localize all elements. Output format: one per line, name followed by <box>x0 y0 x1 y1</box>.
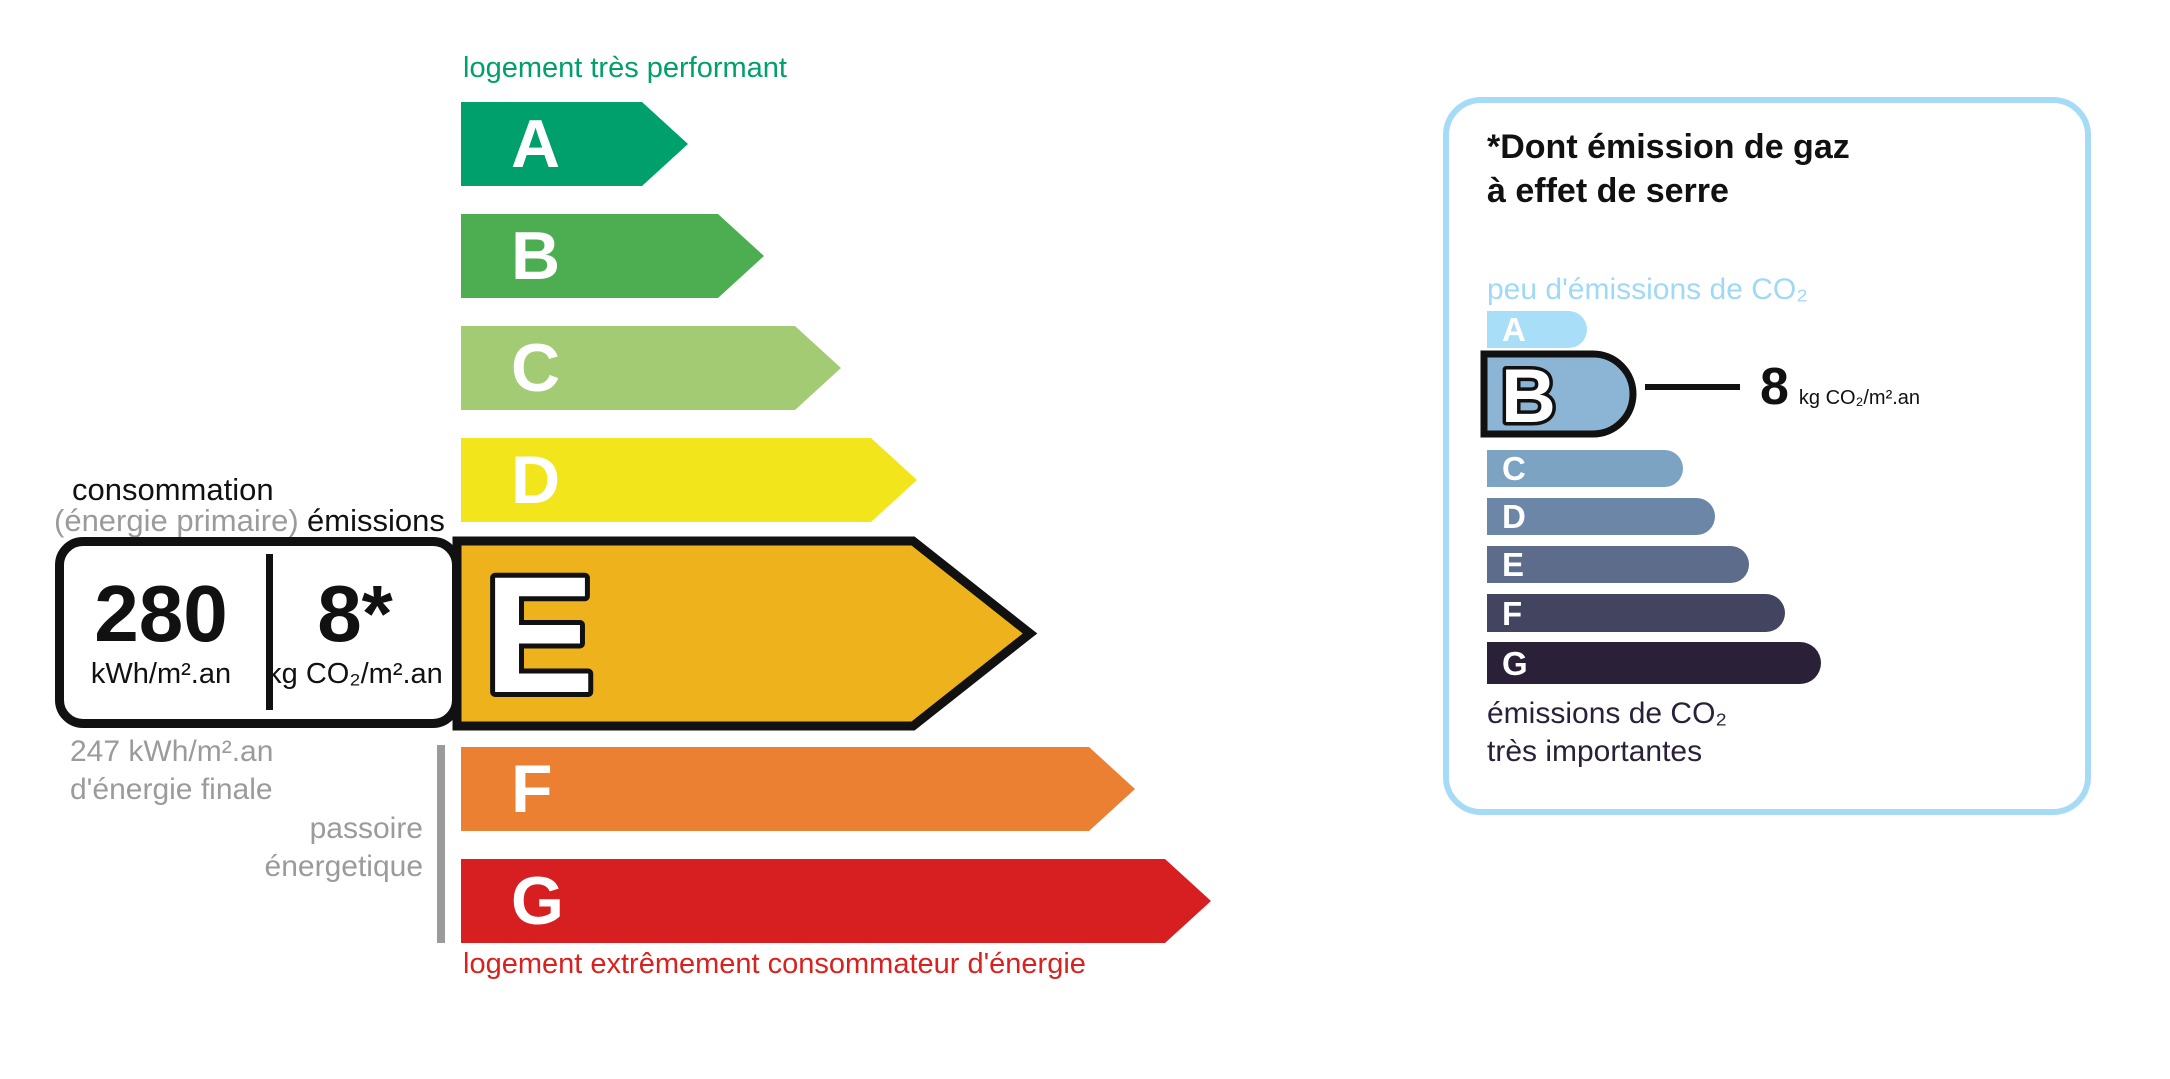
co2-class-b-letter: B <box>1501 354 1556 439</box>
co2-class-g-letter: G <box>1502 644 1528 682</box>
co2-emissions-panel: *Dont émission de gaz à effet de serre p… <box>1443 97 2091 815</box>
energy-class-e-arrow-selected: E <box>452 536 1037 731</box>
co2-bottom-annotation: émissions de CO₂ très importantes <box>1487 695 1727 771</box>
co2-class-e-letter: E <box>1502 546 1525 583</box>
energy-class-a-arrow: A <box>461 102 688 186</box>
consumption-value: 280 <box>94 569 228 658</box>
rating-value-box: 280 kWh/m².an 8* kg CO₂/m².an <box>55 537 461 728</box>
co2-class-c-letter: C <box>1502 450 1526 487</box>
consumption-label: consommation <box>72 472 274 507</box>
energy-class-f-letter: F <box>511 751 553 827</box>
co2-class-c-bar: C <box>1487 450 1683 487</box>
sieve-line1: passoire <box>309 812 423 845</box>
final-energy-line2: d'énergie finale <box>70 773 273 806</box>
co2-panel-title: *Dont émission de gaz à effet de serre <box>1487 125 1850 213</box>
energy-class-a-letter: A <box>511 106 561 182</box>
consumption-cell: 280 kWh/m².an <box>64 546 258 719</box>
energy-class-c-arrow: C <box>461 326 841 410</box>
co2-class-a-bar: A <box>1487 311 1587 348</box>
co2-value-unit: kg CO₂/m².an <box>1798 386 1921 409</box>
co2-class-g-bar: G <box>1487 642 1821 684</box>
sieve-line2: énergetique <box>264 850 423 883</box>
co2-callout-line <box>1645 384 1740 390</box>
energy-class-e-letter: E <box>484 543 595 728</box>
emissions-unit: kg CO₂/m².an <box>267 658 443 690</box>
energy-class-f-arrow: F <box>461 747 1135 831</box>
energy-class-g-arrow: G <box>461 859 1211 943</box>
co2-class-d-letter: D <box>1502 498 1526 535</box>
final-energy-line1: 247 kWh/m².an <box>70 735 274 768</box>
co2-class-a-letter: A <box>1502 311 1526 348</box>
primary-energy-sublabel: (énergie primaire) <box>54 503 299 538</box>
co2-bottom-line2: très importantes <box>1487 735 1703 768</box>
energy-bottom-annotation: logement extrêmement consommateur d'éner… <box>463 948 1086 980</box>
co2-title-line2: à effet de serre <box>1487 172 1729 210</box>
energy-class-b-letter: B <box>511 218 561 294</box>
co2-bottom-line1: émissions de CO₂ <box>1487 697 1728 730</box>
co2-top-annotation: peu d'émissions de CO₂ <box>1487 273 1808 306</box>
co2-class-b-shape <box>1480 350 1637 438</box>
co2-class-f-letter: F <box>1502 594 1523 632</box>
emissions-label: émissions <box>307 503 445 538</box>
co2-value-callout: 8 kg CO₂/m².an <box>1645 361 1920 413</box>
emissions-value: 8* <box>317 569 393 658</box>
emissions-cell: 8* kg CO₂/m².an <box>258 546 452 719</box>
consumption-unit: kWh/m².an <box>90 658 232 690</box>
energy-class-b-arrow: B <box>461 214 764 298</box>
co2-title-line1: *Dont émission de gaz <box>1487 128 1850 166</box>
value-box-divider <box>266 554 273 710</box>
co2-class-b-bar-selected: B <box>1480 350 1637 439</box>
energy-class-d-letter: D <box>511 442 561 518</box>
energy-top-annotation: logement très performant <box>463 52 787 84</box>
co2-class-e-bar: E <box>1487 546 1749 583</box>
energy-sieve-bracket-bar <box>437 745 445 943</box>
energy-sieve-annotation: passoire énergetique <box>160 810 423 886</box>
co2-class-f-bar: F <box>1487 594 1785 632</box>
co2-class-d-bar: D <box>1487 498 1715 535</box>
energy-class-c-letter: C <box>511 330 561 406</box>
energy-class-g-letter: G <box>511 863 564 939</box>
energy-class-d-arrow: D <box>461 438 917 522</box>
final-energy-annotation: 247 kWh/m².an d'énergie finale <box>70 733 273 809</box>
co2-value: 8 <box>1760 358 1789 416</box>
